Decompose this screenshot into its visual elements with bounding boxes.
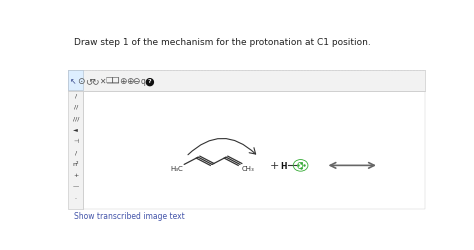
Text: +: + (73, 172, 78, 178)
Text: Show transcribed image text: Show transcribed image text (74, 212, 185, 220)
Text: ⊕: ⊕ (119, 76, 127, 86)
Text: ?: ? (148, 78, 151, 84)
Text: //: // (73, 104, 78, 109)
Bar (68, 70, 425, 92)
Bar (68, 92, 83, 209)
Text: ⊖: ⊖ (133, 76, 140, 86)
Text: ⊕: ⊕ (126, 76, 133, 86)
Text: /: / (75, 93, 77, 98)
Text: n²: n² (73, 161, 79, 166)
Text: H₃C: H₃C (170, 166, 182, 172)
Text: +: + (269, 161, 279, 171)
Bar (68, 71, 83, 91)
Text: —: — (73, 184, 79, 189)
Text: ❏: ❏ (112, 76, 119, 86)
Text: ⊣: ⊣ (73, 138, 79, 143)
Text: ///: /// (73, 116, 79, 121)
Text: ✕: ✕ (99, 76, 105, 86)
Text: ❏: ❏ (105, 76, 113, 86)
Text: ◄: ◄ (73, 127, 78, 132)
Text: ●: ● (145, 76, 155, 86)
Text: Draw step 1 of the mechanism for the protonation at C1 position.: Draw step 1 of the mechanism for the pro… (74, 38, 371, 47)
Bar (83, 92, 425, 209)
Text: ↻: ↻ (91, 76, 99, 86)
Text: H: H (281, 161, 287, 170)
FancyArrowPatch shape (188, 139, 255, 155)
Text: ⊙: ⊙ (78, 76, 85, 86)
Text: q: q (140, 76, 145, 86)
Text: Cl: Cl (297, 161, 304, 170)
Text: ·: · (75, 195, 77, 200)
Text: CH₃: CH₃ (241, 166, 254, 172)
Text: /: / (75, 150, 77, 155)
Text: ↺: ↺ (85, 76, 92, 86)
Text: ↖: ↖ (70, 76, 76, 86)
